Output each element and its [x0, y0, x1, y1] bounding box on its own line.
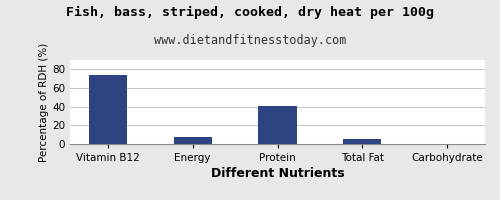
X-axis label: Different Nutrients: Different Nutrients — [210, 167, 344, 180]
Y-axis label: Percentage of RDH (%): Percentage of RDH (%) — [39, 42, 49, 162]
Bar — [174, 137, 212, 144]
Bar — [89, 75, 127, 144]
Bar — [343, 139, 382, 144]
Bar — [258, 106, 296, 144]
Text: Fish, bass, striped, cooked, dry heat per 100g: Fish, bass, striped, cooked, dry heat pe… — [66, 6, 434, 19]
Text: www.dietandfitnesstoday.com: www.dietandfitnesstoday.com — [154, 34, 346, 47]
